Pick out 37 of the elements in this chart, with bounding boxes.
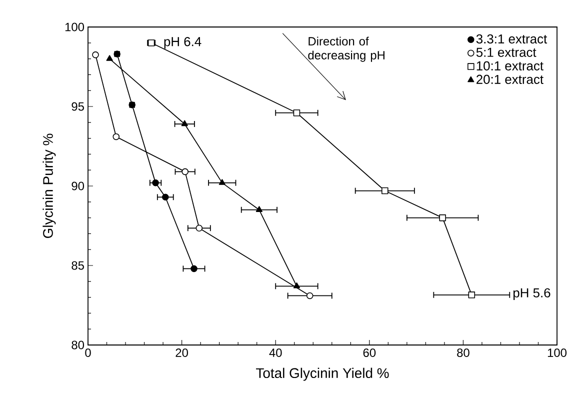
- y-tick-label: 80: [72, 340, 84, 350]
- x-tick-label: 80: [457, 348, 470, 357]
- point: [439, 214, 446, 222]
- y-axis-title: Glycinin Purity %: [42, 134, 56, 238]
- y-tick-label: 90: [72, 182, 84, 190]
- point: [381, 187, 388, 194]
- annotation: pH 6.4: [164, 37, 202, 49]
- y-tick-label: 85: [72, 261, 84, 270]
- point: [196, 224, 203, 232]
- point: [112, 133, 120, 140]
- legend-label: 10:1 extract: [476, 61, 544, 70]
- point: [190, 265, 198, 272]
- y-tick-label: 100: [65, 22, 84, 32]
- x-tick-label: 60: [363, 348, 376, 357]
- point: [152, 179, 159, 186]
- point: [182, 168, 188, 176]
- point: [293, 109, 300, 116]
- x-axis-title: Total Glycinin Yield %: [256, 368, 389, 381]
- annotation: Direction of decreasing pH: [308, 36, 384, 62]
- point: [256, 206, 263, 212]
- y-tick-label: 95: [72, 102, 84, 111]
- legend-label: 20:1 extract: [476, 74, 544, 84]
- point: [106, 55, 113, 61]
- point: [162, 194, 169, 201]
- x-tick-label: 40: [269, 348, 282, 357]
- point: [293, 282, 300, 288]
- point: [181, 120, 188, 126]
- point: [468, 292, 476, 298]
- x-tick-label: 100: [548, 348, 567, 357]
- point: [92, 51, 99, 58]
- point: [306, 292, 314, 300]
- legend-label: 5:1 extract: [476, 48, 536, 57]
- x-tick-label: 20: [176, 348, 188, 357]
- annotation: pH 5.6: [513, 288, 550, 300]
- x-tick-label: 0: [85, 348, 91, 357]
- point: [218, 179, 226, 185]
- legend-label: 3.3:1 extract: [476, 34, 548, 44]
